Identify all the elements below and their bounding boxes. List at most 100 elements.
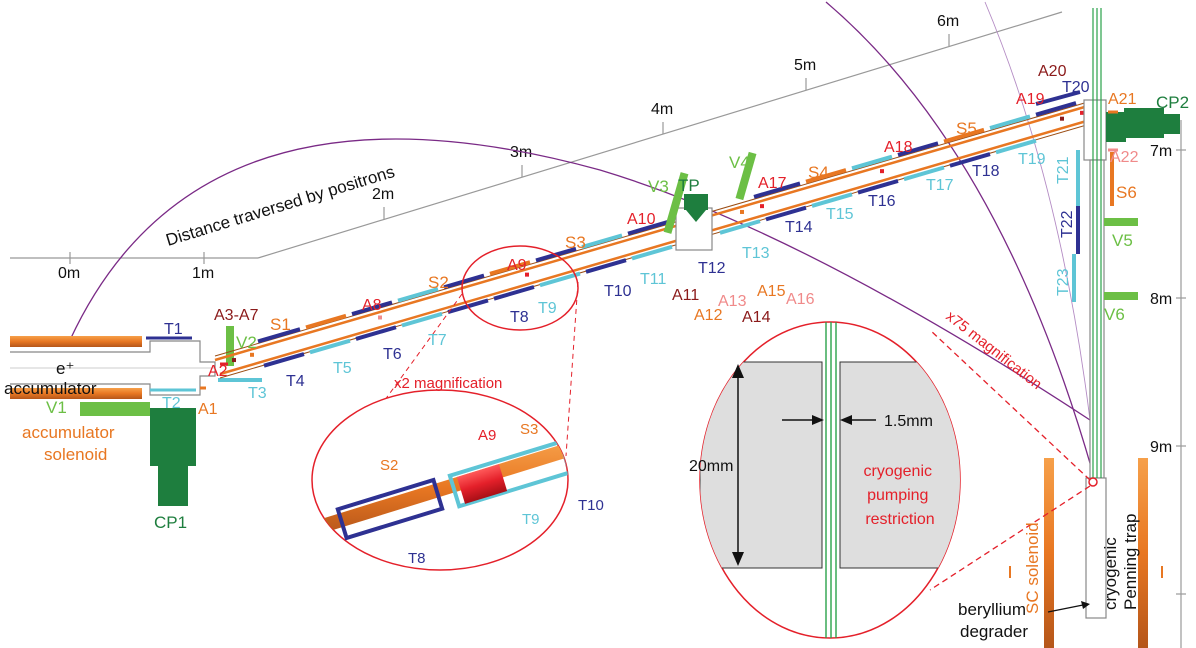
label-aperture: A21 xyxy=(1108,91,1137,108)
label-t2: T2 xyxy=(162,395,181,412)
label-s2: S2 xyxy=(428,273,449,292)
vscale-tick-label: 7m xyxy=(1150,143,1172,160)
label-t21: T21 xyxy=(1055,156,1072,184)
cryopump-cp2-flange xyxy=(1106,112,1126,142)
axis-incline xyxy=(257,11,1063,259)
zoom-x2-inset: x2 magnification S2 A9 S3 T8 T9 T10 xyxy=(311,245,604,571)
label-t23: T23 xyxy=(1055,268,1072,296)
zoom-label-s2: S2 xyxy=(380,457,398,474)
label-aperture: A9 xyxy=(507,257,527,274)
accumulator-solenoid-bottom xyxy=(10,388,142,399)
label-cp2: CP2 xyxy=(1156,93,1189,112)
label-t13: T13 xyxy=(742,245,770,262)
restriction-caption-line1: cryogenic xyxy=(864,463,932,480)
coil-segment xyxy=(585,258,627,274)
label-t1: T1 xyxy=(164,321,183,338)
accumulator-solenoid-top xyxy=(10,336,142,347)
label-t11: T11 xyxy=(640,271,666,288)
turbo-pump-tp-cone xyxy=(686,210,706,222)
zoom-aperture-a9 xyxy=(456,464,508,504)
trap-labels: SC solenoid cryogenic Penning trap beryl… xyxy=(958,514,1140,641)
component-labels: V1 V2 V3 V4 V5 V6 CP1 CP2 TP T1 T2 T3 T4 T5 T… xyxy=(46,63,1189,532)
dim-height-arrow-top xyxy=(732,364,744,378)
coil-segment xyxy=(539,271,581,288)
label-v4: V4 xyxy=(729,153,750,172)
cryopump-cp1-body xyxy=(150,408,196,466)
dim-width-label: 1.5mm xyxy=(884,413,933,430)
label-aperture: A14 xyxy=(742,309,771,326)
label-aperture: A20 xyxy=(1038,63,1067,80)
coil-segment xyxy=(401,311,443,328)
restriction-marker xyxy=(1088,477,1098,487)
zoom-label-t10: T10 xyxy=(578,497,604,514)
valve-v1 xyxy=(80,402,150,416)
vertical-line xyxy=(1009,8,1180,648)
axis-tick-label: 4m xyxy=(651,101,673,118)
zoom-label-t9: T9 xyxy=(522,511,540,528)
sc-solenoid-left xyxy=(1044,458,1054,648)
coil-segment xyxy=(897,141,939,157)
label-t17: T17 xyxy=(926,177,954,194)
valve-v6 xyxy=(1104,292,1138,300)
accumulator-label-line1: e⁺ xyxy=(56,359,74,378)
arc-outer xyxy=(825,1,1093,471)
label-aperture: A10 xyxy=(627,211,656,228)
label-aperture: A3-A7 xyxy=(214,307,259,324)
label-s6: S6 xyxy=(1116,183,1137,202)
coil-t20 xyxy=(1035,90,1081,106)
accumulator-solenoid-label: accumulator solenoid xyxy=(22,423,119,464)
label-s4: S4 xyxy=(808,163,829,182)
vertical-chamber-top xyxy=(1083,99,1107,161)
dim-width-arrow-right xyxy=(840,415,852,425)
accumulator-solenoid-label-line1: accumulator xyxy=(22,423,115,442)
valve-v4 xyxy=(735,151,757,201)
zoom-label-s3: S3 xyxy=(520,421,538,438)
coil-segment xyxy=(903,165,945,182)
zoom-x75-link-bottom xyxy=(929,485,1091,591)
penning-trap-label-line2: Penning trap xyxy=(1121,514,1140,610)
coil-segment xyxy=(943,127,985,144)
label-aperture: A2 xyxy=(208,363,228,380)
label-t9: T9 xyxy=(538,300,557,317)
coil-segment xyxy=(627,220,669,236)
sc-solenoid-label: SC solenoid xyxy=(1023,522,1042,614)
valve-v2 xyxy=(226,326,234,366)
transfer-line xyxy=(214,101,1091,379)
coil-segment xyxy=(355,325,397,341)
restriction-caption-line2: pumping xyxy=(867,487,928,504)
coil-segment xyxy=(753,181,801,199)
accumulator-label-line2: accumulator xyxy=(4,379,97,398)
zoom-coil-t8 xyxy=(335,477,445,541)
aperture-mark xyxy=(880,169,884,174)
cryopump-cp2-neck xyxy=(1162,114,1180,134)
label-aperture: A11 xyxy=(672,287,699,304)
label-t16: T16 xyxy=(868,193,896,210)
zoom-label-t8: T8 xyxy=(408,550,426,567)
arc-inner xyxy=(984,1,1091,421)
zoom-x75-inset: 1.5mm 20mm cryogenic pumping restriction… xyxy=(689,308,1091,639)
coil-segment xyxy=(1035,101,1077,117)
label-s1: S1 xyxy=(270,315,291,334)
label-t10: T10 xyxy=(604,283,632,300)
coil-segment xyxy=(949,152,991,168)
coil-segment xyxy=(765,205,807,222)
label-aperture: A1 xyxy=(198,401,218,418)
axis-tick-label: 3m xyxy=(510,144,532,161)
zoom-x2-link-right xyxy=(565,281,579,457)
coil-segment xyxy=(305,313,347,330)
accumulator-solenoid-label-line2: solenoid xyxy=(44,445,107,464)
zoom-x2-title: x2 magnification xyxy=(394,375,502,392)
coil-segment xyxy=(351,300,393,316)
restriction-caption-line3: restriction xyxy=(865,511,934,528)
valve-v3 xyxy=(663,172,689,234)
label-t14: T14 xyxy=(785,219,813,236)
coil-segment xyxy=(811,192,853,208)
aperture-mark xyxy=(1060,116,1064,121)
degrader-label-line1: beryllium xyxy=(958,600,1026,619)
aperture-mark xyxy=(378,315,382,320)
restriction-block-right xyxy=(839,361,960,569)
distance-arcs xyxy=(69,1,1093,471)
coil-segment xyxy=(995,138,1037,155)
label-v2: V2 xyxy=(236,333,257,352)
